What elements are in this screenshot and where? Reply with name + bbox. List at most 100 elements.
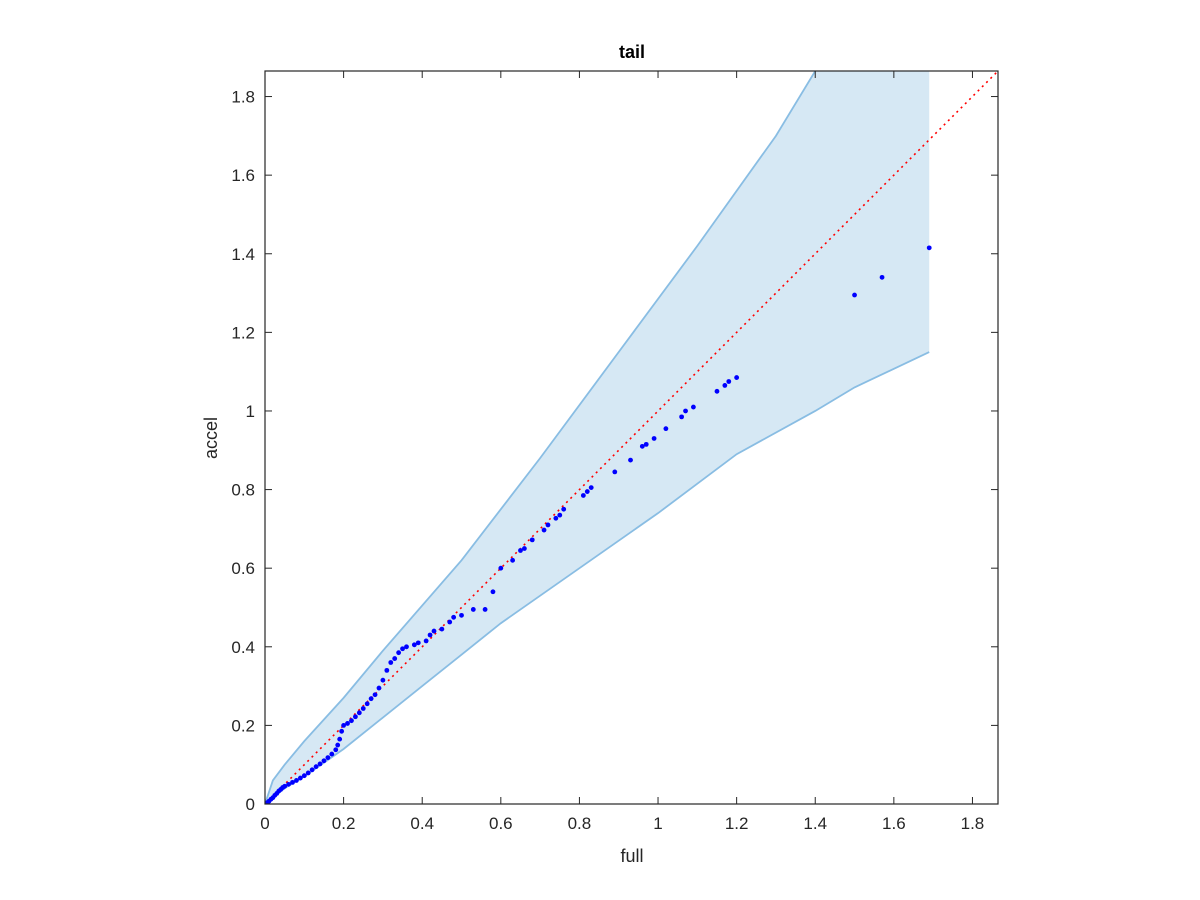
data-point: [356, 710, 362, 716]
data-point: [439, 626, 445, 632]
y-tick-label: 1.4: [231, 245, 255, 264]
data-point: [683, 408, 688, 414]
data-point: [423, 638, 429, 644]
data-point: [325, 755, 331, 761]
data-point: [368, 696, 374, 702]
data-point: [651, 436, 657, 441]
x-tick-label: 0.8: [568, 814, 592, 833]
y-axis-label: accel: [201, 417, 221, 459]
data-point: [372, 692, 378, 698]
y-tick-label: 1.8: [231, 88, 255, 107]
data-point: [301, 773, 307, 779]
x-tick-label: 1.2: [725, 814, 749, 833]
data-point: [498, 565, 504, 571]
data-point: [282, 783, 288, 789]
data-point: [388, 660, 394, 665]
data-point: [734, 375, 740, 380]
x-tick-label: 0: [260, 814, 269, 833]
data-point: [400, 646, 405, 652]
y-tick-label: 0: [246, 795, 255, 814]
data-point: [286, 781, 291, 787]
data-point: [404, 644, 409, 650]
data-point: [364, 701, 370, 707]
data-point: [337, 736, 343, 742]
data-point: [294, 778, 299, 783]
y-tick-label: 0.8: [231, 481, 255, 500]
data-point: [352, 714, 358, 720]
y-tick-label: 0.6: [231, 559, 255, 578]
band-lower-edge: [265, 351, 930, 804]
data-point: [561, 506, 567, 512]
x-tick-label: 1: [653, 814, 662, 833]
data-point: [663, 426, 669, 432]
data-point: [490, 589, 496, 595]
data-point: [339, 728, 345, 734]
data-point: [722, 383, 728, 388]
data-point: [580, 493, 586, 498]
data-point: [341, 722, 347, 728]
data-point: [305, 770, 311, 776]
data-point: [879, 274, 885, 280]
data-layer: [265, 71, 998, 804]
data-point: [691, 404, 696, 410]
data-point: [329, 751, 335, 757]
data-point: [470, 607, 476, 612]
data-point: [714, 388, 720, 394]
data-point: [521, 546, 527, 551]
y-tick-label: 1.2: [231, 323, 255, 342]
x-tick-label: 1.8: [961, 814, 985, 833]
data-point: [459, 612, 464, 618]
x-tick-label: 1.6: [882, 814, 906, 833]
x-axis-label: full: [620, 846, 643, 866]
data-point: [431, 628, 437, 634]
data-point: [588, 485, 594, 491]
data-point: [447, 619, 453, 625]
data-point: [529, 537, 535, 543]
plot-area: 00 0.2 0.2 0.4 0.4 0.6 0.6 0.8 0.8 1 1 1.2 1.2 1.4 1.4…: [231, 70, 999, 833]
data-point: [380, 677, 386, 683]
x-tick-label: 0.6: [489, 814, 513, 833]
data-point: [290, 779, 295, 785]
data-point: [451, 614, 457, 620]
data-point: [545, 522, 551, 528]
data-point: [313, 764, 319, 770]
x-tick-label: 0.4: [410, 814, 434, 833]
y-tick-label: 1.6: [231, 166, 255, 185]
data-point: [321, 758, 327, 764]
data-point: [317, 761, 323, 767]
y-tick-label: 0.2: [231, 716, 255, 735]
data-point: [482, 607, 488, 612]
data-point: [411, 642, 417, 648]
y-tick-label: 0.4: [231, 638, 255, 657]
data-point: [679, 414, 685, 420]
data-point: [427, 632, 433, 638]
band-upper-edge: [265, 71, 817, 804]
data-point: [297, 775, 303, 781]
data-point: [415, 640, 421, 646]
data-point: [518, 548, 523, 553]
data-point: [396, 650, 402, 656]
data-point: [360, 706, 366, 711]
data-point: [643, 441, 649, 447]
data-point: [541, 527, 547, 533]
axes-box: [264, 70, 999, 805]
data-point: [345, 721, 350, 726]
data-point: [335, 742, 341, 748]
data-point: [628, 457, 633, 463]
y-tick-label: 1: [246, 402, 255, 421]
data-point: [309, 767, 315, 773]
chart-title: tail: [619, 42, 645, 62]
data-point: [349, 718, 354, 724]
x-tick-label: 0.2: [332, 814, 356, 833]
data-point: [376, 685, 382, 691]
data-point: [392, 656, 398, 661]
data-point: [510, 557, 516, 563]
data-point: [926, 245, 932, 251]
data-point: [852, 292, 857, 298]
data-point: [384, 667, 390, 673]
x-tick-label: 1.4: [803, 814, 827, 833]
confidence-band: [265, 71, 930, 804]
data-point: [557, 512, 563, 518]
data-point: [333, 747, 339, 753]
